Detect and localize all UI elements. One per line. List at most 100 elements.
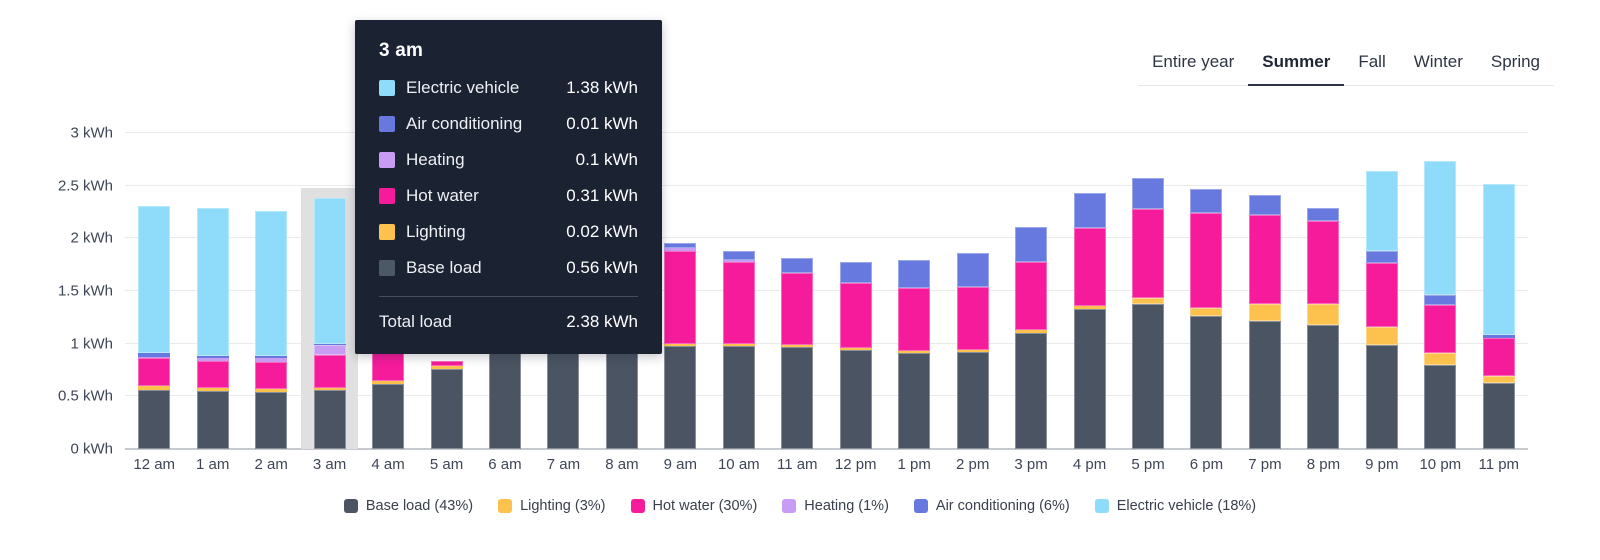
bar-12-pm[interactable] — [839, 261, 872, 449]
segment-base-load[interactable] — [1190, 316, 1223, 449]
segment-heating[interactable] — [255, 358, 288, 362]
bar-11-am[interactable] — [781, 258, 814, 449]
segment-air-conditioning[interactable] — [1307, 207, 1340, 222]
segment-lighting[interactable] — [1424, 353, 1457, 365]
segment-hot-water[interactable] — [138, 358, 171, 386]
segment-heating[interactable] — [196, 358, 229, 361]
segment-air-conditioning[interactable] — [1365, 250, 1398, 263]
segment-hot-water[interactable] — [839, 282, 872, 348]
bar-7-pm[interactable] — [1248, 195, 1281, 449]
segment-hot-water[interactable] — [1482, 338, 1515, 377]
segment-base-load[interactable] — [196, 391, 229, 449]
tab-spring[interactable]: Spring — [1490, 52, 1540, 71]
legend-item-lighting[interactable]: Lighting (3%) — [498, 498, 606, 514]
segment-lighting[interactable] — [664, 343, 697, 346]
segment-hot-water[interactable] — [313, 355, 346, 388]
legend-item-base-load[interactable]: Base load (43%) — [343, 498, 473, 514]
segment-lighting[interactable] — [1365, 326, 1398, 345]
segment-hot-water[interactable] — [1015, 261, 1048, 330]
segment-air-conditioning[interactable] — [1132, 178, 1165, 209]
segment-base-load[interactable] — [722, 345, 755, 449]
segment-air-conditioning[interactable] — [664, 242, 697, 248]
segment-hot-water[interactable] — [372, 348, 405, 381]
segment-hot-water[interactable] — [1190, 213, 1223, 308]
segment-base-load[interactable] — [1482, 382, 1515, 449]
segment-electric-vehicle[interactable] — [1482, 183, 1515, 336]
bar-4-am[interactable] — [372, 348, 405, 449]
segment-air-conditioning[interactable] — [722, 251, 755, 261]
segment-base-load[interactable] — [898, 353, 931, 449]
bar-9-pm[interactable] — [1365, 170, 1398, 449]
bar-5-am[interactable] — [430, 360, 463, 449]
segment-base-load[interactable] — [255, 392, 288, 449]
segment-air-conditioning[interactable] — [1482, 335, 1515, 339]
segment-air-conditioning[interactable] — [1424, 295, 1457, 305]
tab-fall[interactable]: Fall — [1358, 52, 1386, 71]
segment-base-load[interactable] — [430, 368, 463, 449]
segment-air-conditioning[interactable] — [313, 343, 346, 345]
segment-lighting[interactable] — [1307, 303, 1340, 325]
segment-hot-water[interactable] — [898, 287, 931, 352]
segment-air-conditioning[interactable] — [956, 253, 989, 287]
segment-base-load[interactable] — [547, 348, 580, 449]
segment-base-load[interactable] — [664, 345, 697, 449]
segment-electric-vehicle[interactable] — [138, 205, 171, 354]
segment-air-conditioning[interactable] — [196, 356, 229, 359]
segment-base-load[interactable] — [1015, 333, 1048, 449]
segment-lighting[interactable] — [1132, 298, 1165, 304]
segment-air-conditioning[interactable] — [1248, 195, 1281, 216]
bar-3-pm[interactable] — [1015, 226, 1048, 449]
bar-2-pm[interactable] — [956, 253, 989, 449]
bar-8-am[interactable] — [605, 338, 638, 449]
segment-base-load[interactable] — [1248, 320, 1281, 449]
segment-lighting[interactable] — [313, 387, 346, 391]
bar-10-pm[interactable] — [1424, 161, 1457, 449]
bar-6-am[interactable] — [488, 339, 521, 449]
segment-hot-water[interactable] — [781, 273, 814, 345]
segment-lighting[interactable] — [839, 347, 872, 350]
segment-electric-vehicle[interactable] — [1365, 170, 1398, 251]
segment-heating[interactable] — [313, 344, 346, 356]
segment-air-conditioning[interactable] — [898, 260, 931, 288]
segment-hot-water[interactable] — [1073, 227, 1106, 306]
segment-heating[interactable] — [722, 260, 755, 262]
segment-lighting[interactable] — [1482, 376, 1515, 383]
bar-5-pm[interactable] — [1132, 178, 1165, 449]
segment-base-load[interactable] — [781, 346, 814, 449]
bar-1-am[interactable] — [196, 207, 229, 449]
bar-10-am[interactable] — [722, 251, 755, 449]
segment-air-conditioning[interactable] — [1073, 193, 1106, 228]
segment-hot-water[interactable] — [1132, 208, 1165, 299]
segment-lighting[interactable] — [372, 380, 405, 384]
segment-base-load[interactable] — [1424, 364, 1457, 449]
segment-lighting[interactable] — [781, 344, 814, 347]
segment-hot-water[interactable] — [1248, 215, 1281, 304]
segment-hot-water[interactable] — [1424, 304, 1457, 354]
segment-air-conditioning[interactable] — [255, 356, 288, 359]
segment-hot-water[interactable] — [722, 261, 755, 344]
tab-entire-year[interactable]: Entire year — [1152, 52, 1235, 71]
legend-item-electric-vehicle[interactable]: Electric vehicle (18%) — [1094, 498, 1256, 514]
segment-air-conditioning[interactable] — [1015, 226, 1048, 262]
segment-lighting[interactable] — [1248, 303, 1281, 321]
segment-lighting[interactable] — [138, 385, 171, 391]
bar-8-pm[interactable] — [1307, 207, 1340, 449]
segment-base-load[interactable] — [605, 348, 638, 449]
segment-base-load[interactable] — [839, 350, 872, 449]
segment-air-conditioning[interactable] — [138, 353, 171, 358]
bar-11-pm[interactable] — [1482, 183, 1515, 449]
segment-base-load[interactable] — [1365, 344, 1398, 449]
segment-electric-vehicle[interactable] — [1424, 161, 1457, 296]
segment-lighting[interactable] — [956, 350, 989, 353]
bar-12-am[interactable] — [138, 205, 171, 449]
segment-hot-water[interactable] — [664, 250, 697, 344]
bar-1-pm[interactable] — [898, 260, 931, 449]
segment-heating[interactable] — [664, 247, 697, 251]
bar-6-pm[interactable] — [1190, 188, 1223, 449]
segment-base-load[interactable] — [138, 390, 171, 449]
bar-4-pm[interactable] — [1073, 193, 1106, 449]
segment-air-conditioning[interactable] — [781, 258, 814, 274]
bar-9-am[interactable] — [664, 242, 697, 449]
segment-hot-water[interactable] — [430, 360, 463, 366]
legend-item-hot-water[interactable]: Hot water (30%) — [630, 498, 757, 514]
